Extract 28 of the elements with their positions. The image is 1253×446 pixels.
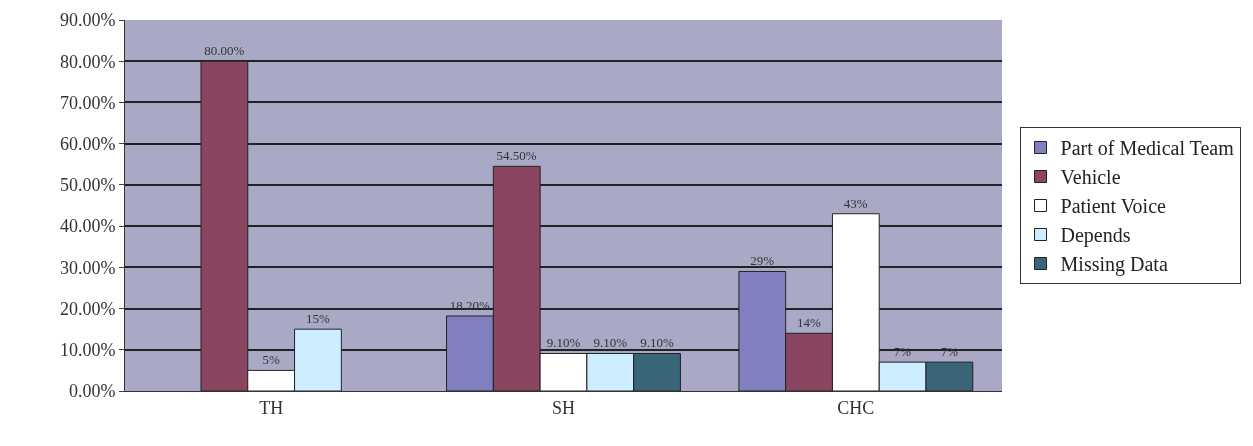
data-label: 80.00% [204, 43, 245, 59]
data-label: 54.50% [496, 148, 537, 164]
data-label: 14% [797, 315, 822, 331]
x-tick-label: CHC [837, 397, 875, 418]
data-label: 29% [750, 253, 775, 269]
y-tick-label: 40.00% [59, 216, 116, 237]
y-tick-label: 70.00% [59, 92, 116, 113]
y-tick-label: 90.00% [59, 10, 116, 31]
data-label: 5% [262, 352, 280, 368]
y-tick-label: 30.00% [59, 257, 116, 278]
y-tick-label: 60.00% [59, 133, 116, 154]
y-tick-label: 50.00% [59, 175, 116, 196]
data-label: 9.10% [593, 335, 628, 351]
data-label: 15% [305, 311, 330, 327]
data-label: 9.10% [640, 335, 674, 351]
x-tick-label: TH [259, 397, 284, 418]
legend-label: Patient Voice [1060, 195, 1167, 218]
y-tick-label: 80.00% [59, 51, 116, 72]
legend-label: Vehicle [1060, 166, 1121, 189]
data-label: 43% [843, 195, 868, 211]
data-label: 9.10% [546, 335, 581, 351]
legend-label: Depends [1060, 224, 1131, 248]
y-tick-label: 10.00% [59, 340, 116, 361]
x-tick-label: SH [551, 397, 576, 418]
y-tick-label: 0.00% [68, 381, 116, 402]
legend-label: Part of Medical Team [1060, 137, 1235, 160]
legend-label: Missing Data [1060, 253, 1168, 277]
y-tick-label: 20.00% [59, 298, 116, 319]
